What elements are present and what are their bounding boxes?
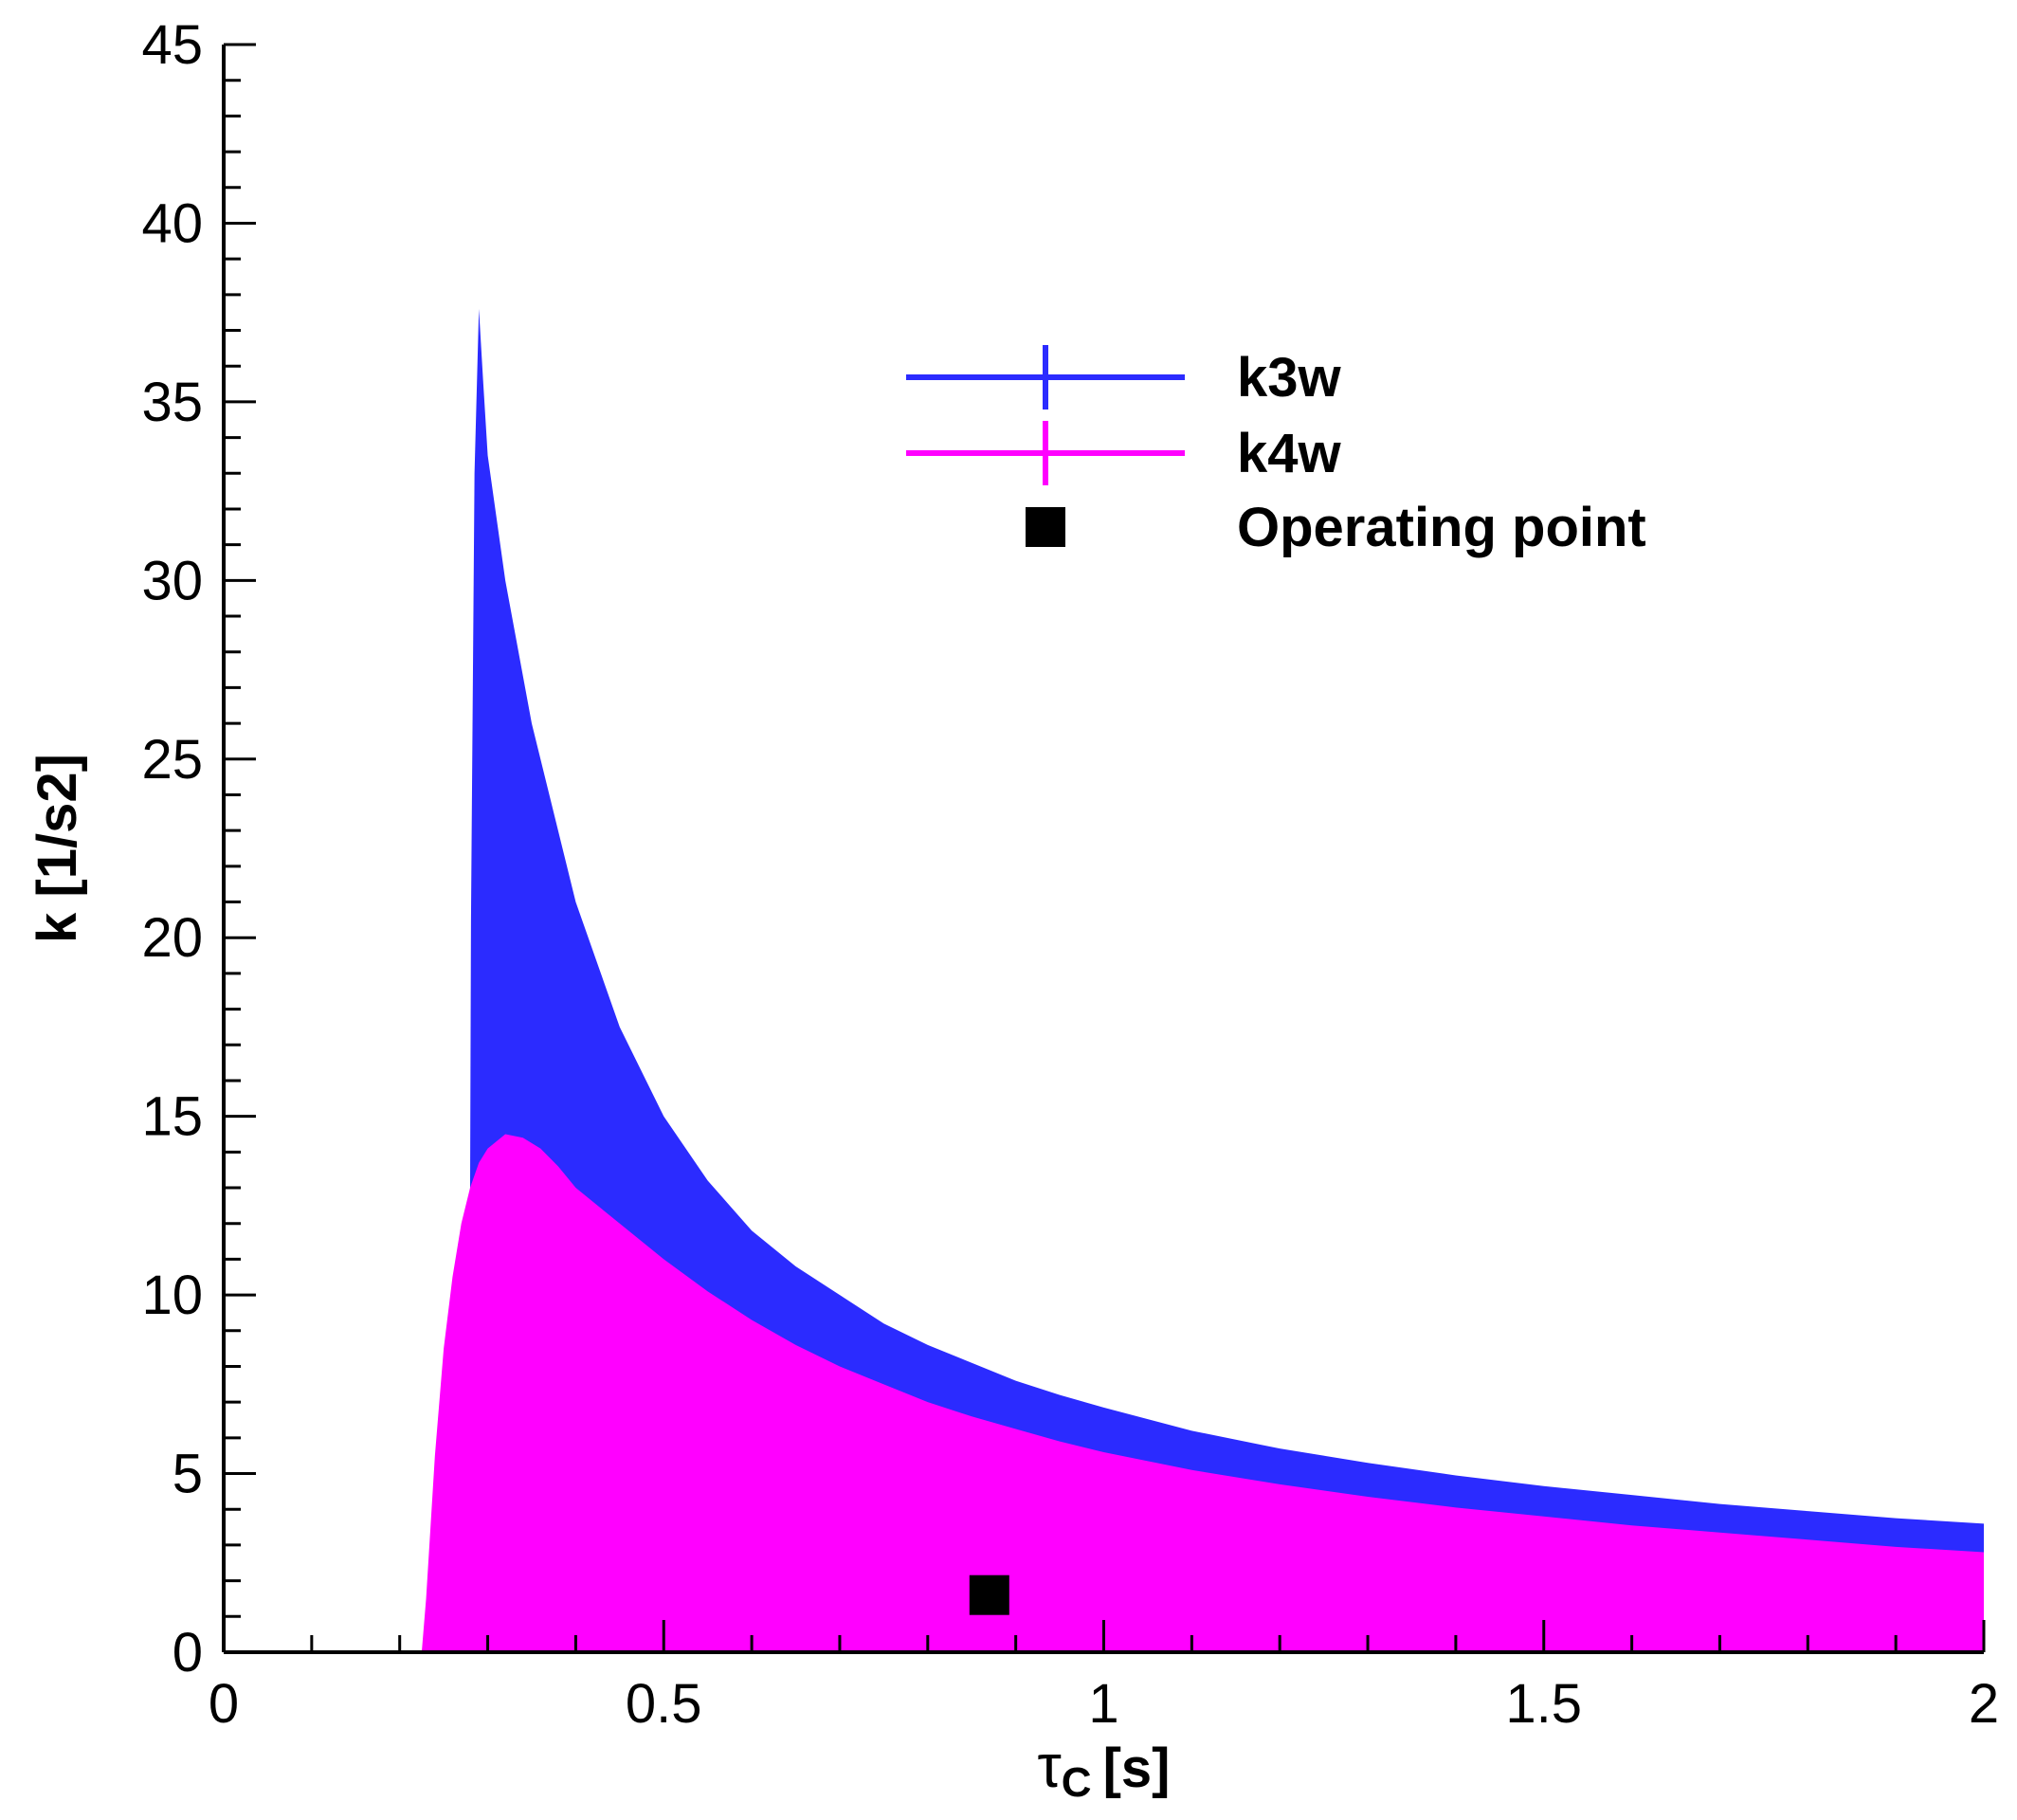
- x-axis-title-unit: [s]: [1103, 1738, 1171, 1799]
- y-tick-label: 20: [141, 907, 203, 969]
- y-tick-label: 0: [173, 1622, 203, 1684]
- legend-swatch-operating-point: [1026, 507, 1065, 547]
- y-tick-label: 35: [141, 372, 203, 433]
- operating-point-marker: [969, 1574, 1009, 1615]
- legend-label-operating-point: Operating point: [1237, 497, 1646, 558]
- y-tick-label: 10: [141, 1265, 203, 1326]
- axes: 0 5 10 15 20 25 30 35 40 45 0 0.5 1 1.5 2: [141, 14, 1999, 1735]
- y-axis-title: k [1/s2]: [27, 754, 88, 943]
- x-axis-title-symbol: τ: [1038, 1732, 1062, 1800]
- x-axis-title: τC [s]: [1038, 1732, 1171, 1806]
- y-tick-label: 25: [141, 729, 203, 791]
- legend: k3w k4w Operating point: [906, 345, 1646, 558]
- legend-label-k4w: k4w: [1237, 423, 1342, 484]
- y-tick-label: 15: [141, 1086, 203, 1148]
- x-tick-label: 1.5: [1505, 1673, 1582, 1735]
- x-tick-label: 0: [209, 1673, 239, 1735]
- plot-area: [421, 308, 1985, 1653]
- series-area-k4w: [421, 1134, 1985, 1652]
- legend-label-k3w: k3w: [1237, 347, 1342, 409]
- x-tick-label: 1: [1088, 1673, 1118, 1735]
- x-axis-title-subscript: C: [1062, 1759, 1092, 1806]
- x-tick-label: 0.5: [626, 1673, 702, 1735]
- y-tick-label: 45: [141, 14, 203, 76]
- y-tick-label: 40: [141, 192, 203, 254]
- series-area-k3w: [469, 308, 1985, 1653]
- x-tick-label: 2: [1969, 1673, 1999, 1735]
- y-tick-label: 30: [141, 550, 203, 611]
- y-tick-label: 5: [173, 1444, 203, 1505]
